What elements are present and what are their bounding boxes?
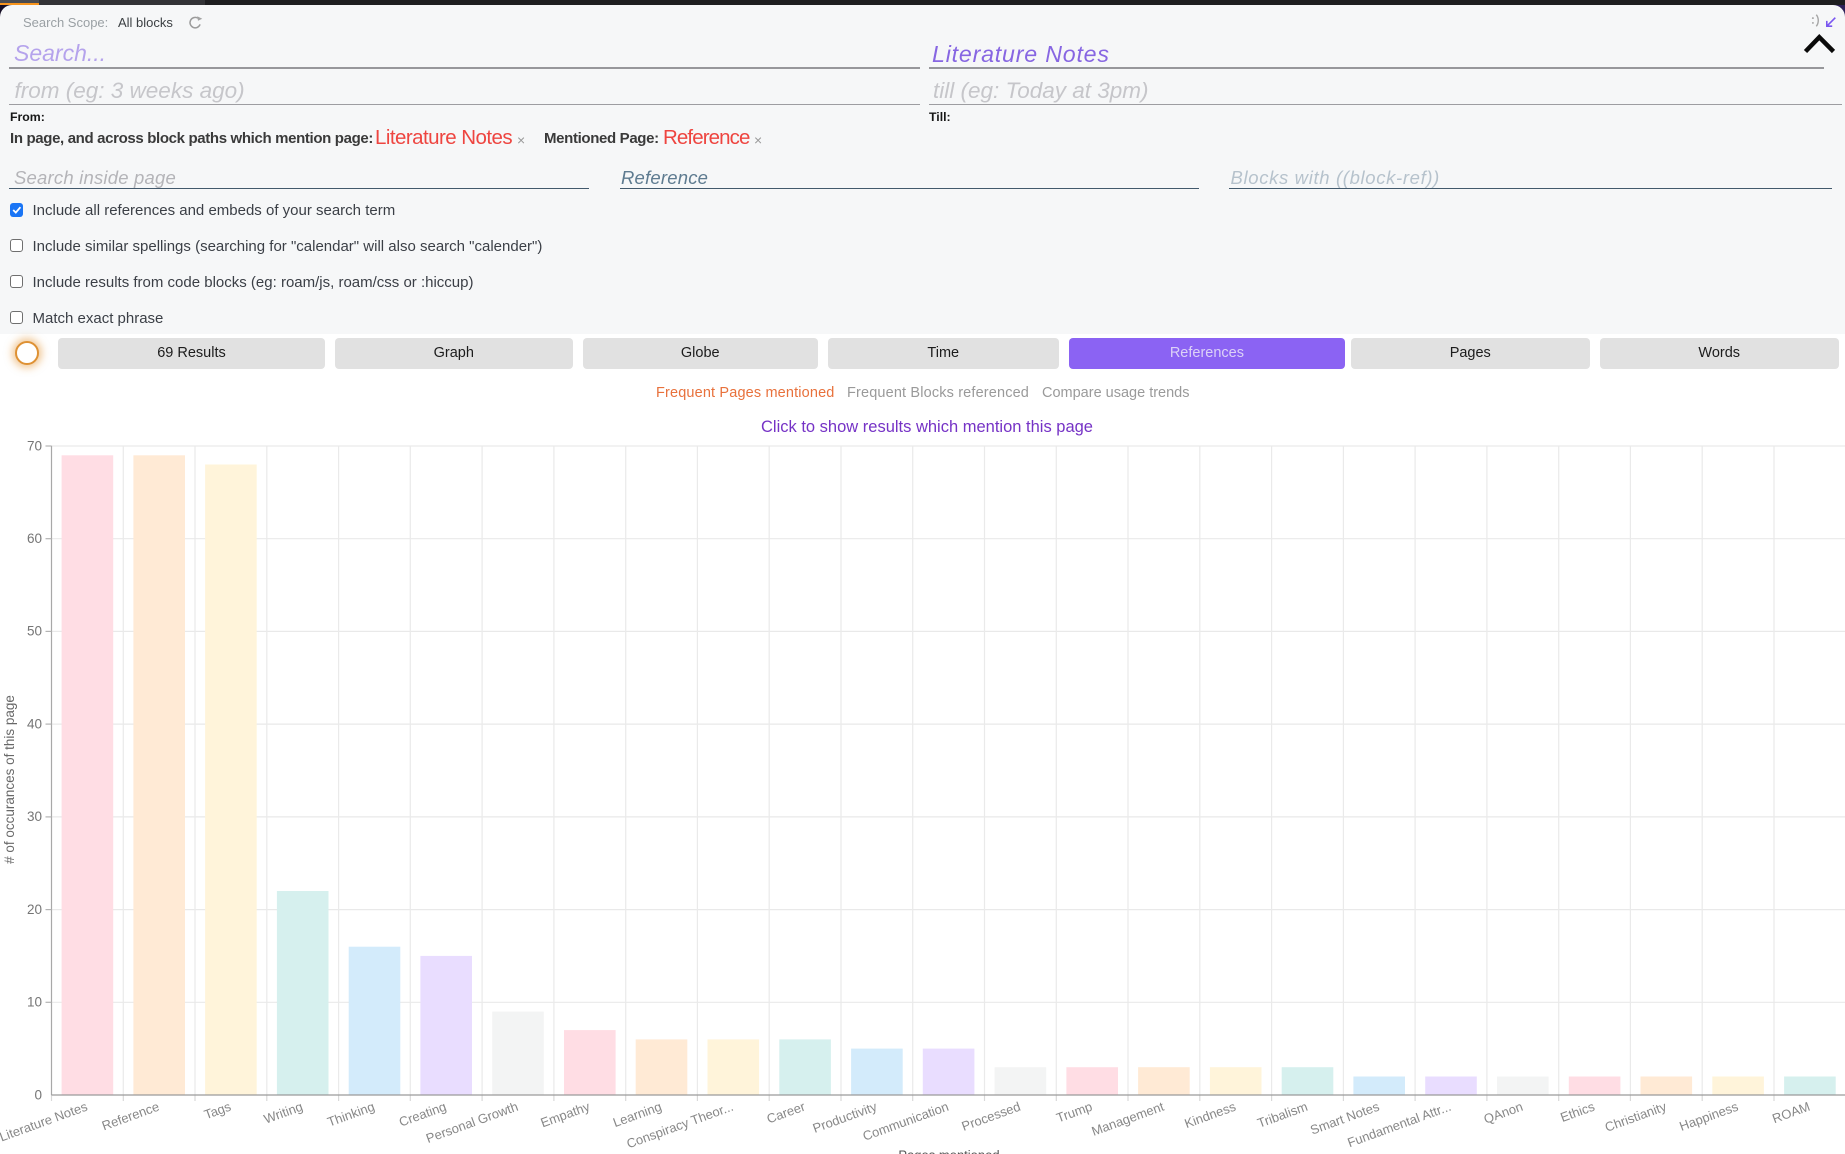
svg-text:QAnon: QAnon [1482, 1099, 1525, 1127]
svg-text:Reference: Reference [100, 1099, 161, 1134]
svg-text:Management: Management [1089, 1099, 1166, 1139]
svg-text:Processed: Processed [960, 1099, 1023, 1134]
svg-text:Thinking: Thinking [325, 1099, 376, 1130]
svg-text:60: 60 [27, 531, 42, 546]
svg-text:Happiness: Happiness [1677, 1099, 1740, 1134]
svg-text:30: 30 [27, 809, 42, 824]
svg-text:Trump: Trump [1054, 1099, 1094, 1126]
svg-text:70: 70 [27, 438, 42, 453]
svg-text:ROAM: ROAM [1770, 1099, 1812, 1126]
svg-text:Career: Career [765, 1098, 808, 1126]
svg-text:40: 40 [27, 716, 42, 731]
svg-text:# of occurances of this page: # of occurances of this page [2, 695, 17, 864]
svg-text:20: 20 [27, 902, 42, 917]
svg-text:Kindness: Kindness [1182, 1099, 1238, 1132]
svg-text:Tags: Tags [202, 1099, 233, 1123]
svg-text:0: 0 [34, 1087, 42, 1102]
svg-text:Ethics: Ethics [1558, 1099, 1597, 1125]
svg-text:Empathy: Empathy [538, 1099, 592, 1131]
svg-text:Tribalism: Tribalism [1255, 1099, 1309, 1131]
svg-text:Literature Notes: Literature Notes [0, 1099, 90, 1145]
svg-text:50: 50 [27, 624, 42, 639]
svg-text:Christianity: Christianity [1603, 1099, 1669, 1135]
svg-text:10: 10 [27, 995, 42, 1010]
svg-text:Pages mentioned: Pages mentioned [898, 1148, 999, 1154]
svg-text:Writing: Writing [262, 1099, 305, 1127]
